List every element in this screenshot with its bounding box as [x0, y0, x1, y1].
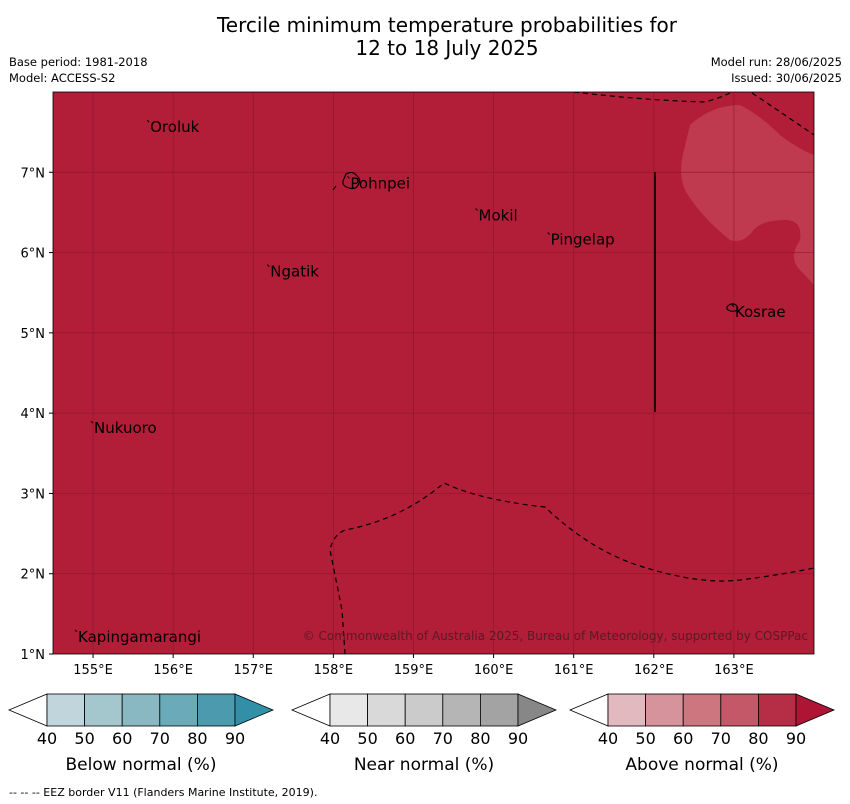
place-labels: Oroluk Pohnpei Mokil Pingelap Ngatik Kosrae Nu… — [74, 118, 786, 646]
lon-tick-label: 158°E — [314, 663, 354, 678]
colorbar-tick-label: 90 — [785, 729, 807, 748]
gridlines — [53, 92, 814, 654]
colorbar-segment — [479, 693, 519, 727]
colorbar-segment — [442, 693, 481, 727]
colorbar-tick-label: 70 — [149, 729, 170, 748]
colorbar-tick-label: 70 — [710, 729, 731, 748]
colorbar-tick-label: 80 — [470, 729, 491, 748]
place-label-nukuoro: Nukuoro — [94, 419, 157, 437]
place-marker — [90, 420, 94, 424]
place-marker — [266, 264, 270, 267]
colorbar-extend-low — [290, 693, 331, 727]
colorbars — [7, 693, 836, 727]
title-line-1: Tercile minimum temperature probabilitie… — [216, 13, 678, 37]
colorbar-tick-label: 90 — [507, 729, 529, 748]
colorbar-segment — [607, 693, 646, 727]
kosrae-island — [726, 303, 739, 312]
colorbar-tick-label: 40 — [319, 729, 341, 748]
colorbar-tick-label: 80 — [187, 729, 208, 748]
place-marker — [347, 175, 350, 179]
colorbar-extend-high — [234, 693, 275, 727]
colorbar-tick-label: 40 — [597, 729, 619, 748]
lon-tick-label: 160°E — [474, 663, 514, 678]
place-label-kosrae: Kosrae — [735, 303, 786, 321]
eez-borders — [329, 92, 814, 654]
colorbar-tick-label: 70 — [432, 729, 453, 748]
colorbar-tick-label: 50 — [357, 729, 378, 748]
colorbar-segment — [645, 693, 684, 727]
place-marker — [547, 232, 551, 235]
map-frame — [52, 91, 815, 655]
colorbar-segment — [682, 693, 722, 727]
lat-tick-label: 6°N — [21, 247, 46, 262]
lon-tick-label: 156°E — [153, 663, 193, 678]
map-axes: 155°E 156°E 157°E 158°E 159°E 160°E 161°E 162°E… — [21, 166, 754, 678]
below-normal-label: Below normal (%) — [65, 755, 217, 775]
colorbar-tick-label: 90 — [224, 729, 246, 748]
lon-tick-label: 161°E — [554, 663, 594, 678]
model-name: Model: ACCESS-S2 — [9, 71, 116, 85]
place-marker — [74, 629, 78, 633]
lat-tick-label: 7°N — [21, 166, 46, 181]
place-marker — [475, 208, 478, 211]
meta-right: Model run: 28/06/2025 Issued: 30/06/2025 — [711, 54, 842, 86]
near-normal-label: Near normal (%) — [353, 755, 495, 775]
copyright-notice: © Commonwealth of Australia 2025, Bureau… — [303, 629, 808, 643]
title-line-2: 12 to 18 July 2025 — [355, 36, 539, 60]
place-label-kapingamarangi: Kapingamarangi — [78, 628, 201, 646]
colorbar-segment — [121, 693, 161, 727]
colorbar-extend-high — [795, 693, 836, 727]
colorbar-extend-high — [517, 693, 558, 727]
lat-tick-label: 4°N — [21, 407, 46, 422]
lon-tick-label: 159°E — [394, 663, 434, 678]
pohnpei-island — [342, 171, 361, 190]
colorbar-segment — [404, 693, 444, 727]
place-label-pohnpei: Pohnpei — [350, 174, 410, 192]
colorbar-segment — [46, 693, 85, 727]
colorbar-segment — [367, 693, 406, 727]
place-label-mokil: Mokil — [479, 206, 518, 224]
meta-left: Base period: 1981-2018 Model: ACCESS-S2 — [9, 54, 148, 86]
ant-atoll — [332, 185, 337, 191]
colorbar-tick-label: 60 — [395, 729, 416, 748]
colorbar-segment — [196, 693, 236, 727]
base-period: Base period: 1981-2018 — [9, 55, 148, 69]
place-marker — [146, 119, 150, 123]
lon-tick-label: 157°E — [233, 663, 273, 678]
eez-footer-note: -- -- -- EEZ border V11 (Flanders Marine… — [9, 786, 318, 799]
model-run: Model run: 28/06/2025 — [710, 55, 842, 69]
above-70-region — [681, 105, 814, 285]
issued-date: Issued: 30/06/2025 — [731, 71, 842, 85]
colorbar-segment — [720, 693, 759, 727]
lat-tick-label: 1°N — [21, 648, 46, 663]
colorbar-segment — [84, 693, 123, 727]
colorbar-tick-label: 50 — [635, 729, 656, 748]
colorbar-tick-label: 60 — [112, 729, 133, 748]
colorbar-tick-label: 60 — [673, 729, 694, 748]
place-label-pingelap: Pingelap — [551, 231, 615, 249]
colorbar-extend-low — [568, 693, 609, 727]
place-label-oroluk: Oroluk — [150, 118, 199, 136]
colorbar-tick-label: 50 — [74, 729, 95, 748]
colorbar-tick-label: 80 — [748, 729, 769, 748]
lon-tick-label: 155°E — [73, 663, 113, 678]
colorbar-segment — [758, 693, 797, 727]
colorbar-segment — [159, 693, 198, 727]
colorbar-tick-label: 40 — [36, 729, 58, 748]
place-label-ngatik: Ngatik — [270, 263, 319, 281]
lon-tick-label: 163°E — [714, 663, 754, 678]
colorbar-segment — [329, 693, 368, 727]
lat-tick-label: 2°N — [21, 568, 46, 583]
above-normal-label: Above normal (%) — [625, 755, 779, 775]
map-title: Tercile minimum temperature probabilitie… — [0, 14, 850, 60]
colorbar-extend-low — [7, 693, 48, 727]
lat-tick-label: 5°N — [21, 327, 46, 342]
lon-tick-label: 162°E — [634, 663, 674, 678]
place-marker — [731, 304, 735, 308]
lat-tick-label: 3°N — [21, 487, 46, 502]
